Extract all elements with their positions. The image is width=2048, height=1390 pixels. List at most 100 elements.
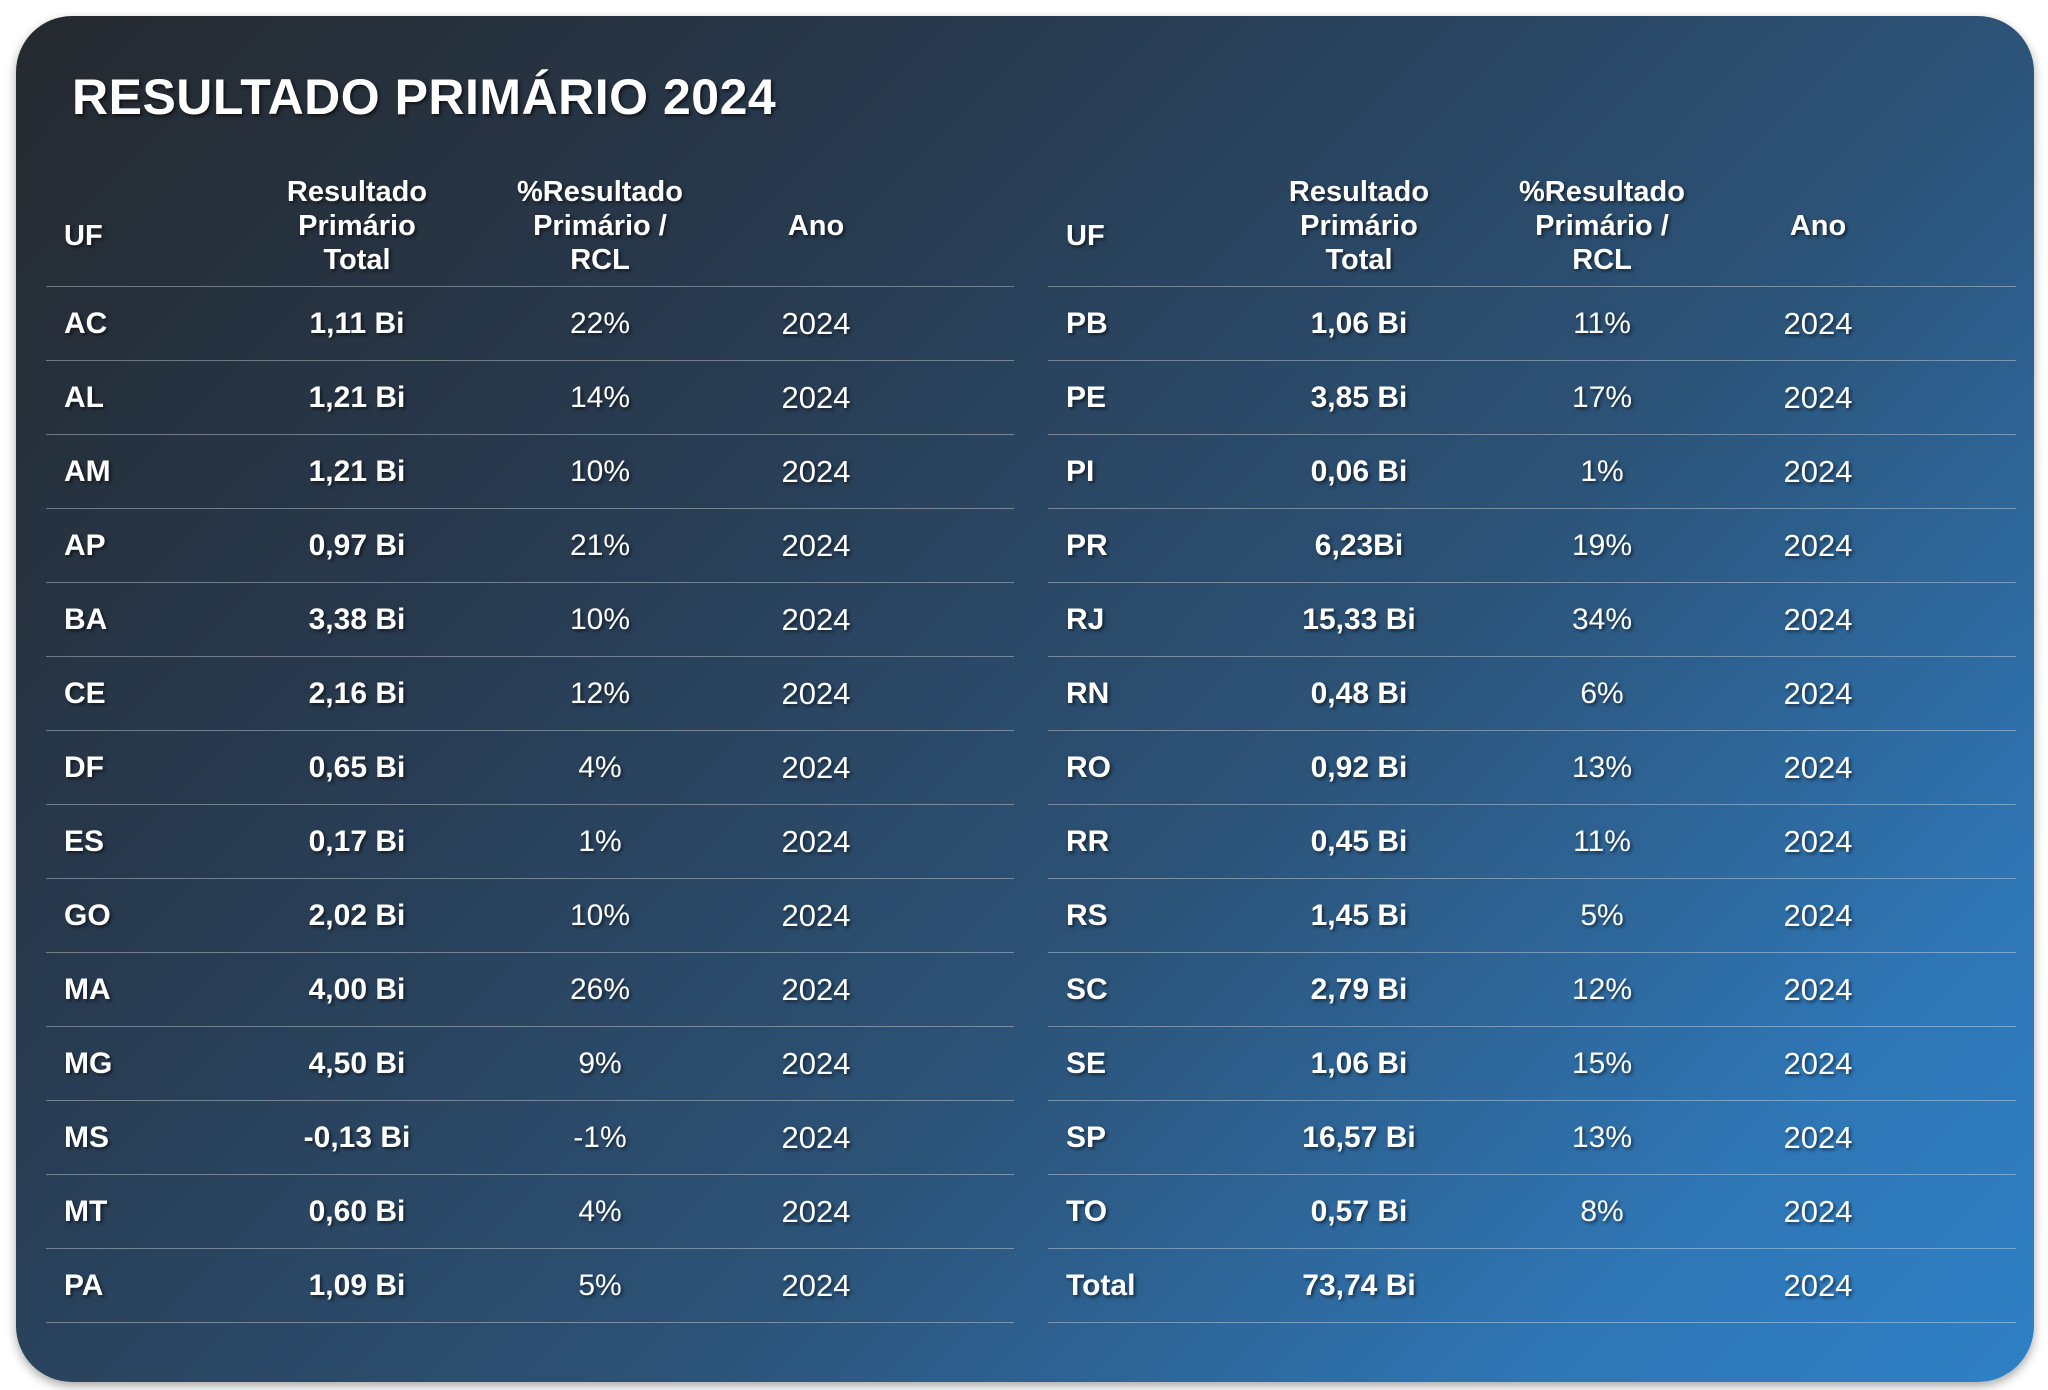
table-row: MS -0,13 Bi -1% 2024 <box>46 1101 1014 1175</box>
table-row: PR 6,23Bi 19% 2024 <box>1048 509 2016 583</box>
cell-ano: 2024 <box>1783 1267 1853 1303</box>
cell-total: 1,06 Bi <box>1310 1046 1408 1080</box>
cell-pct: 11% <box>1573 824 1631 858</box>
cell-total: 1,06 Bi <box>1310 306 1408 340</box>
table-row: RR 0,45 Bi 11% 2024 <box>1048 805 2016 879</box>
cell-pct <box>1474 1249 1730 1322</box>
header-total: Resultado Primário Total <box>1288 176 1430 276</box>
cell-ano: 2024 <box>781 971 851 1007</box>
cell-total: 2,79 Bi <box>1310 972 1408 1006</box>
cell-pct: 5% <box>1580 898 1624 932</box>
cell-uf: SE <box>1066 1046 1107 1080</box>
cell-total: 0,06 Bi <box>1310 454 1408 488</box>
cell-ano: 2024 <box>781 749 851 785</box>
cell-ano: 2024 <box>1783 971 1853 1007</box>
cell-uf: RJ <box>1066 602 1105 636</box>
cell-total: 2,02 Bi <box>308 898 406 932</box>
cell-pct: 34% <box>1571 602 1633 636</box>
table-row: RS 1,45 Bi 5% 2024 <box>1048 879 2016 953</box>
table-body: AC 1,11 Bi 22% 2024 AL 1,21 Bi 14% 2024 AM 1,21 B… <box>46 287 1014 1323</box>
cell-pct: 10% <box>569 602 631 636</box>
cell-ano: 2024 <box>781 379 851 415</box>
table-row: ES 0,17 Bi 1% 2024 <box>46 805 1014 879</box>
cell-pct: 10% <box>569 898 631 932</box>
cell-ano: 2024 <box>1783 749 1853 785</box>
table-row: AL 1,21 Bi 14% 2024 <box>46 361 1014 435</box>
cell-uf: MA <box>64 972 111 1006</box>
table-row: DF 0,65 Bi 4% 2024 <box>46 731 1014 805</box>
header-uf: UF <box>1066 220 1105 252</box>
cell-total: 1,21 Bi <box>308 454 406 488</box>
cell-pct: 6% <box>1580 676 1624 710</box>
cell-total: 0,92 Bi <box>1310 750 1408 784</box>
header-pct: %Resultado Primário / RCL <box>517 176 683 276</box>
cell-pct: 10% <box>569 454 631 488</box>
cell-uf: RO <box>1066 750 1111 784</box>
cell-uf: ES <box>64 824 105 858</box>
cell-total: 73,74 Bi <box>1302 1268 1416 1302</box>
cell-total: 0,60 Bi <box>308 1194 406 1228</box>
cell-ano: 2024 <box>781 453 851 489</box>
cell-uf: TO <box>1066 1194 1108 1228</box>
cell-ano: 2024 <box>1783 897 1853 933</box>
cell-pct: 17% <box>1571 380 1633 414</box>
table-body: PB 1,06 Bi 11% 2024 PE 3,85 Bi 17% 2024 PI 0,06 B… <box>1048 287 2016 1323</box>
cell-total: 0,17 Bi <box>308 824 406 858</box>
table-row: BA 3,38 Bi 10% 2024 <box>46 583 1014 657</box>
table-header: UF Resultado Primário Total %Resultado P… <box>46 166 1014 287</box>
cell-uf: MS <box>64 1120 109 1154</box>
table-row: PB 1,06 Bi 11% 2024 <box>1048 287 2016 361</box>
cell-uf: GO <box>64 898 111 932</box>
cell-pct: 1% <box>578 824 622 858</box>
table-row: AC 1,11 Bi 22% 2024 <box>46 287 1014 361</box>
page-title: RESULTADO PRIMÁRIO 2024 <box>72 69 777 125</box>
left-table: UF Resultado Primário Total %Resultado P… <box>46 166 1014 1323</box>
cell-uf: MT <box>64 1194 108 1228</box>
cell-total: 4,50 Bi <box>308 1046 406 1080</box>
result-card: RESULTADO PRIMÁRIO 2024 UF Resultado Pri… <box>16 16 2034 1382</box>
cell-total: 4,00 Bi <box>308 972 406 1006</box>
table-row: MG 4,50 Bi 9% 2024 <box>46 1027 1014 1101</box>
cell-ano: 2024 <box>781 823 851 859</box>
cell-pct: 4% <box>578 1194 622 1228</box>
table-row: RO 0,92 Bi 13% 2024 <box>1048 731 2016 805</box>
cell-uf: DF <box>64 750 104 784</box>
cell-ano: 2024 <box>1783 453 1853 489</box>
cell-total: 0,45 Bi <box>1310 824 1408 858</box>
cell-pct: 13% <box>1571 750 1633 784</box>
cell-uf: AL <box>64 380 104 414</box>
cell-ano: 2024 <box>781 1119 851 1155</box>
cell-total: 0,65 Bi <box>308 750 406 784</box>
cell-uf: Total <box>1066 1268 1136 1302</box>
cell-uf: PA <box>64 1268 104 1302</box>
cell-uf: PI <box>1066 454 1095 488</box>
cell-uf: AP <box>64 528 106 562</box>
cell-ano: 2024 <box>781 675 851 711</box>
cell-pct: 21% <box>569 528 631 562</box>
cell-uf: RR <box>1066 824 1110 858</box>
cell-uf: RS <box>1066 898 1108 932</box>
cell-pct: 1% <box>1580 454 1624 488</box>
cell-pct: 12% <box>1571 972 1633 1006</box>
cell-pct: 22% <box>569 306 631 340</box>
cell-pct: 12% <box>569 676 631 710</box>
cell-ano: 2024 <box>781 897 851 933</box>
header-uf: UF <box>64 220 103 252</box>
cell-total: 1,45 Bi <box>1310 898 1408 932</box>
cell-total: 2,16 Bi <box>308 676 406 710</box>
table-row: PI 0,06 Bi 1% 2024 <box>1048 435 2016 509</box>
header-pct: %Resultado Primário / RCL <box>1519 176 1685 276</box>
table-row: GO 2,02 Bi 10% 2024 <box>46 879 1014 953</box>
cell-pct: 11% <box>1573 306 1631 340</box>
header-ano: Ano <box>1789 210 1847 242</box>
cell-pct: 9% <box>578 1046 622 1080</box>
table-row: TO 0,57 Bi 8% 2024 <box>1048 1175 2016 1249</box>
table-row: CE 2,16 Bi 12% 2024 <box>46 657 1014 731</box>
table-header: UF Resultado Primário Total %Resultado P… <box>1048 166 2016 287</box>
cell-total: 16,57 Bi <box>1302 1120 1416 1154</box>
cell-pct: 8% <box>1580 1194 1624 1228</box>
table-row: SC 2,79 Bi 12% 2024 <box>1048 953 2016 1027</box>
table-row: RN 0,48 Bi 6% 2024 <box>1048 657 2016 731</box>
right-table: UF Resultado Primário Total %Resultado P… <box>1048 166 2016 1323</box>
cell-uf: PB <box>1066 306 1108 340</box>
